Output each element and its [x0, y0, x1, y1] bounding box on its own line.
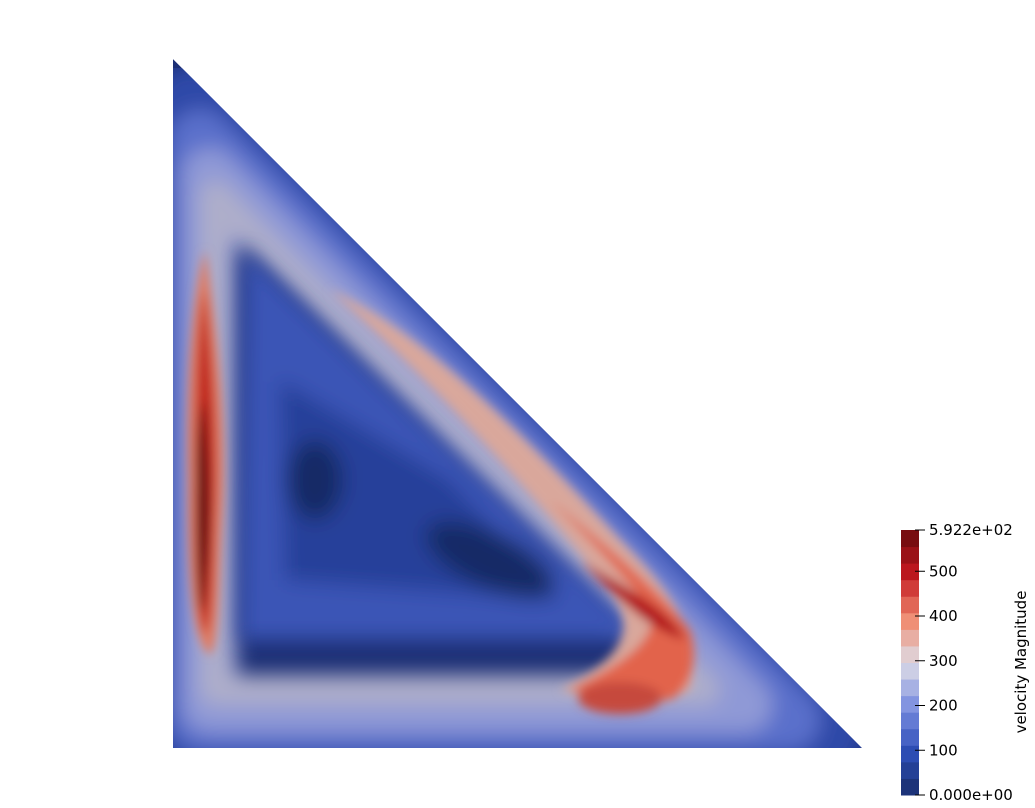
legend-band [901, 662, 919, 680]
legend-tick-label: 100 [929, 741, 958, 759]
legend-title: velocity Magnitude [1012, 591, 1030, 734]
legend-band [901, 579, 919, 597]
legend-tick-label: 300 [929, 652, 958, 670]
legend-max-label: 5.922e+02 [929, 521, 1013, 539]
legend-band [901, 679, 919, 697]
legend-tick-label: 500 [929, 562, 958, 580]
legend-min-label: 0.000e+00 [929, 786, 1013, 804]
legend-band [901, 761, 919, 779]
legend-band [901, 563, 919, 581]
legend-band [901, 629, 919, 647]
legend-band [901, 712, 919, 730]
legend-band [901, 612, 919, 630]
velocity-field [173, 59, 862, 748]
legend-tick-label: 200 [929, 697, 958, 715]
legend-band [901, 645, 919, 663]
legend-band [901, 778, 919, 796]
legend-band [901, 530, 919, 548]
legend-band [901, 596, 919, 614]
legend-band [901, 745, 919, 763]
color-legend: 5.922e+02 100 200 300 400 500 0.000e+00 [901, 521, 1013, 804]
legend-band [901, 546, 919, 564]
legend-band [901, 695, 919, 713]
legend-tick-label: 400 [929, 607, 958, 625]
legend-band [901, 728, 919, 746]
